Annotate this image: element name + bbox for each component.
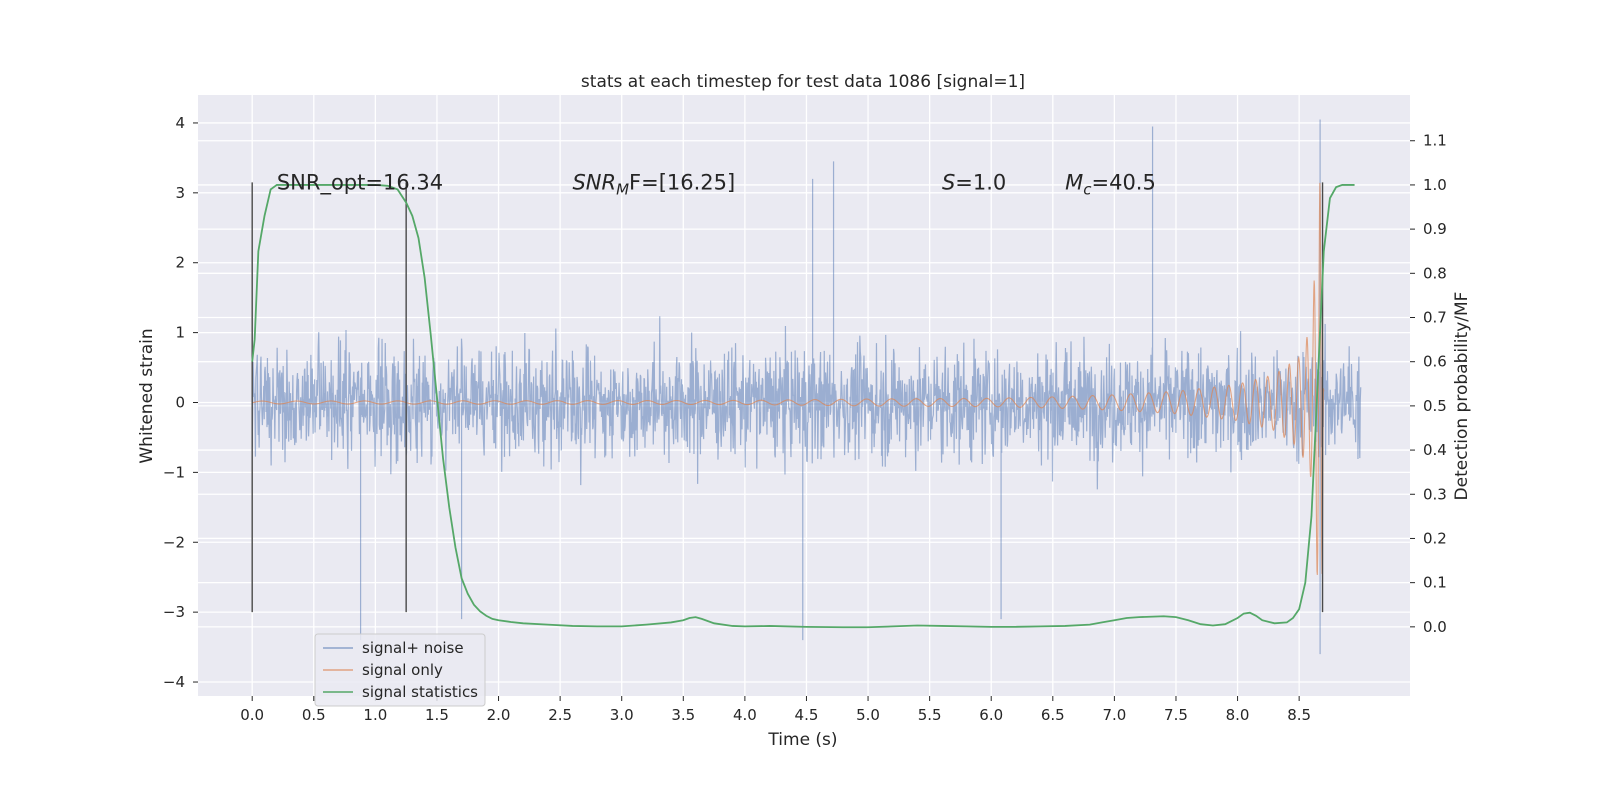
annotation-subscript: c [1083,180,1092,198]
x-axis: 0.0 0.5 1.0 1.5 2.0 2.5 3.0 3.5 4.0 4.5 5.0 5.5 6.0 6… [240,696,1311,724]
y-tick-label: 3 [175,184,185,202]
annotations: SNR_opt=16.34 SNRMF=[16.25] S=1.0 Mc=40.5 [277,170,1156,198]
y-tick-label: 1 [175,324,185,342]
legend-label-signal-statistics: signal statistics [362,683,478,701]
legend-label-signal-noise: signal+ noise [362,639,464,657]
y2-tick-label: 1.0 [1423,176,1447,194]
y-tick-label: 2 [175,254,185,272]
y2-tick-label: 0.2 [1423,529,1447,547]
y2-tick-label: 0.5 [1423,397,1447,415]
x-tick-label: 8.5 [1287,706,1311,724]
y2-tick-label: 0.4 [1423,441,1447,459]
chart-title: stats at each timestep for test data 108… [581,72,1025,92]
plot-content [251,119,1362,655]
y-tick-label: 4 [175,114,185,132]
x-axis-label: Time (s) [767,730,837,750]
annotation-value: =40.5 [1091,170,1155,194]
y2-tick-label: 0.9 [1423,220,1447,238]
annotation-main: S [942,170,955,194]
y-tick-label: −1 [163,463,185,481]
x-tick-label: 5.0 [856,706,880,724]
y-tick-label: −2 [163,533,185,551]
y-tick-label: −4 [163,673,185,691]
y-axis: 4 3 2 1 0 −1 −2 −3 −4 [163,114,198,691]
x-tick-label: 7.0 [1102,706,1126,724]
annotation-main: SNR_opt=16.34 [277,170,443,195]
annotation-0: SNR_opt=16.34 [277,170,443,195]
annotation-main: M [1065,170,1083,194]
x-tick-label: 6.0 [979,706,1003,724]
y2-tick-label: 1.1 [1423,132,1447,150]
x-tick-label: 2.5 [548,706,572,724]
x-tick-label: 3.5 [671,706,695,724]
y-tick-label: −3 [163,603,185,621]
x-tick-label: 4.5 [795,706,819,724]
series-signal-only [252,182,1325,575]
x-tick-label: 1.0 [363,706,387,724]
x-tick-label: 2.0 [487,706,511,724]
x-tick-label: 1.5 [425,706,449,724]
series-signal-statistics [251,184,1355,629]
y2-axis: 1.1 1.0 0.9 0.8 0.7 0.6 0.5 0.4 0.3 0.2 0.1 0.0 [1410,132,1447,636]
legend: signal+ noise signal only signal statist… [314,633,486,707]
y2-tick-label: 0.0 [1423,618,1447,636]
annotation-1: SNRMF=[16.25] [572,170,735,198]
annotation-subscript: M [616,180,629,198]
y2-axis-label: Detection probability/MF [1452,292,1472,501]
y-axis-label: Whitened strain [137,328,157,463]
y2-tick-label: 0.1 [1423,574,1447,592]
x-tick-label: 3.0 [610,706,634,724]
annotation-main: SNR [572,170,616,194]
annotation-2: S=1.0 [942,170,1006,194]
annotation-3: Mc=40.5 [1065,170,1156,198]
annotation-value: F=[16.25] [629,170,735,194]
y-tick-label: 0 [175,393,185,411]
x-tick-label: 5.5 [918,706,942,724]
x-tick-label: 7.5 [1164,706,1188,724]
x-tick-label: 0.0 [240,706,264,724]
x-tick-label: 4.0 [733,706,757,724]
y2-tick-label: 0.3 [1423,485,1447,503]
legend-box [314,633,486,707]
annotation-value: =1.0 [955,170,1006,194]
y2-tick-label: 0.6 [1423,353,1447,371]
x-tick-label: 0.5 [302,706,326,724]
x-tick-label: 8.0 [1226,706,1250,724]
y2-tick-label: 0.7 [1423,309,1447,327]
y2-tick-label: 0.8 [1423,264,1447,282]
x-tick-label: 6.5 [1041,706,1065,724]
legend-label-signal-only: signal only [362,661,443,679]
